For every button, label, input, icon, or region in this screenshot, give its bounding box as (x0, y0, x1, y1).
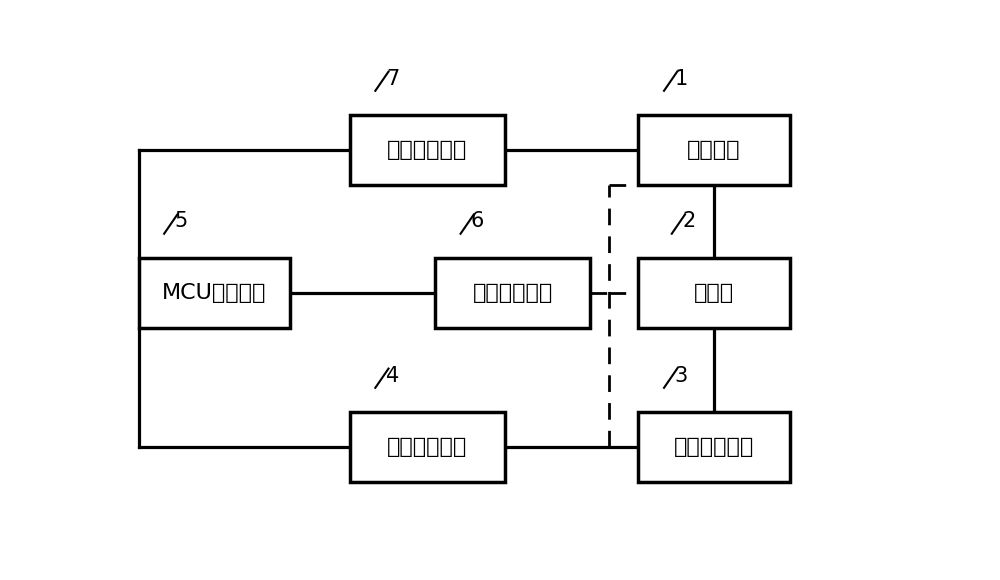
Bar (350, 115, 505, 184)
Text: 电压采集电路: 电压采集电路 (472, 283, 553, 303)
Bar (638, 115, 790, 184)
Bar (139, 258, 290, 328)
Bar (638, 412, 790, 481)
Text: 恒流驱动电路: 恒流驱动电路 (674, 437, 754, 457)
Text: 2: 2 (682, 212, 695, 231)
Text: MCU控制电路: MCU控制电路 (162, 283, 266, 303)
Text: 1: 1 (674, 68, 688, 89)
Bar (638, 258, 790, 328)
Text: 开关电源: 开关电源 (687, 140, 741, 160)
Text: 5: 5 (175, 212, 188, 231)
Text: 7: 7 (386, 68, 399, 89)
Bar (435, 258, 590, 328)
Text: 3: 3 (674, 365, 688, 386)
Text: 电流设置电路: 电流设置电路 (387, 437, 467, 457)
Text: 电压设置电路: 电压设置电路 (387, 140, 467, 160)
Text: 4: 4 (386, 365, 399, 386)
Text: 6: 6 (471, 212, 484, 231)
Bar (350, 412, 505, 481)
Text: 激光器: 激光器 (694, 283, 734, 303)
